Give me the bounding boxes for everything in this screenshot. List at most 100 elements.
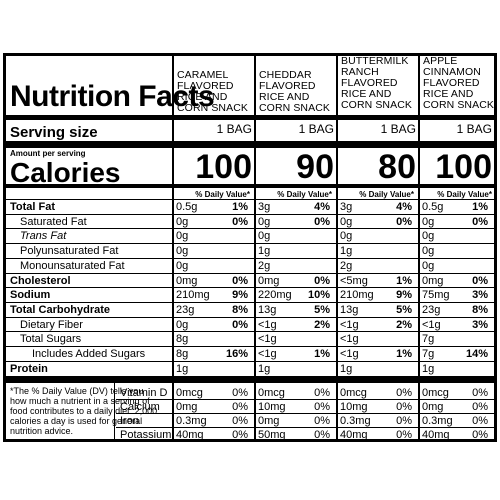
vitamin-percent: 0%	[396, 401, 412, 413]
nutrient-label: Sodium	[10, 289, 51, 302]
nutrient-percent: 10%	[307, 289, 330, 302]
calories-rule	[6, 184, 494, 188]
vitamin-percent: 0%	[314, 429, 330, 441]
vitamin-amount: 0.3mg	[176, 415, 207, 427]
column-divider-2	[254, 56, 256, 442]
dv-header-2: % Daily Value*	[277, 190, 332, 199]
vitamin-percent: 0%	[472, 387, 488, 399]
nutrient-amount: 0g	[176, 215, 189, 228]
nutrient-label: Includes Added Sugars	[32, 348, 146, 360]
nutrient-amount: 0g	[176, 259, 189, 272]
vitamin-amount: 10mg	[340, 401, 368, 413]
nutrient-amount: 0g	[176, 245, 189, 258]
serving-size-3: 1 BAG	[380, 122, 416, 136]
nutrient-percent: 0%	[314, 274, 330, 287]
vitamin-percent: 0%	[232, 415, 248, 427]
vitamin-amount: 0mcg	[422, 387, 449, 399]
nutrient-percent: 1%	[472, 201, 488, 213]
nutrient-amount: 220mg	[258, 289, 292, 302]
nutrient-amount: <1g	[340, 348, 359, 360]
vitamin-amount: 0.3mg	[422, 415, 453, 427]
vitamin-percent: 0%	[314, 387, 330, 399]
nutrient-amount: 0g	[422, 230, 435, 243]
nutrient-percent: 0%	[314, 215, 330, 228]
dv-header-1: % Daily Value*	[195, 190, 250, 199]
serving-size-2: 1 BAG	[298, 122, 334, 136]
vitamin-amount: 0mcg	[258, 387, 285, 399]
nutrient-percent: 9%	[396, 289, 412, 302]
nutrient-percent: 5%	[314, 303, 330, 316]
row-rule	[6, 346, 494, 347]
nutrient-amount: <1g	[340, 318, 359, 331]
nutrient-amount: <1g	[258, 333, 277, 346]
vitamin-percent: 0%	[396, 387, 412, 399]
vitamin-label: Potassium	[120, 429, 172, 441]
nutrient-amount: 0g	[176, 318, 189, 331]
nutrient-amount: 0g	[258, 230, 271, 243]
nutrient-amount: 1g	[422, 362, 435, 375]
row-rule	[6, 243, 494, 245]
nutrient-percent: 0%	[232, 215, 248, 228]
nutrient-percent: 2%	[314, 318, 330, 331]
nutrient-amount: <1g	[258, 348, 277, 360]
calories-value-3: 80	[378, 148, 416, 186]
nutrient-percent: 0%	[396, 215, 412, 228]
nutrient-amount: 1g	[340, 245, 353, 258]
nutrient-percent: 16%	[225, 348, 248, 360]
nutrient-amount: 1g	[176, 362, 189, 375]
vitamin-amount: 50mg	[258, 429, 286, 441]
vitamin-label: Iron	[120, 415, 139, 427]
nutrient-percent: 5%	[396, 303, 412, 316]
nutrient-amount: <1g	[258, 318, 277, 331]
nutrient-amount: <1g	[340, 333, 359, 346]
row-rule	[6, 257, 494, 259]
nutrient-percent: 3%	[472, 318, 488, 331]
dv-header-3: % Daily Value*	[359, 190, 414, 199]
serving-rule	[6, 141, 494, 148]
nutrition-facts-panel: Nutrition Facts CARAMEL FLAVORED RICE AN…	[3, 53, 497, 442]
nutrient-amount: 0mg	[258, 274, 280, 287]
nutrient-label: Cholesterol	[10, 274, 71, 287]
nutrient-label: Polyunsaturated Fat	[20, 245, 119, 258]
row-rule	[6, 316, 494, 318]
vitamin-percent: 0%	[472, 401, 488, 413]
nutrient-amount: 75mg	[422, 289, 450, 302]
nutrient-label: Total Sugars	[20, 333, 82, 346]
vitamin-amount: 0mcg	[176, 387, 203, 399]
nutrient-amount: 1g	[258, 362, 271, 375]
panel-title: Nutrition Facts	[10, 80, 215, 113]
vitamins-rule	[6, 376, 494, 383]
dv-header-4: % Daily Value*	[437, 190, 492, 199]
product-name-3: BUTTERMILK RANCH FLAVORED RICE AND CORN …	[341, 55, 413, 111]
vitamin-percent: 0%	[472, 415, 488, 427]
footnote-divider	[114, 383, 115, 442]
nutrient-label: Saturated Fat	[20, 215, 87, 228]
nutrient-label: Monounsaturated Fat	[20, 259, 125, 272]
nutrient-amount: 2g	[340, 259, 353, 272]
nutrient-amount: 0mg	[422, 274, 444, 287]
vitamin-rule	[116, 399, 494, 400]
nutrient-percent: 1%	[396, 274, 412, 287]
column-divider-3	[336, 56, 338, 442]
nutrient-amount: 8g	[176, 348, 189, 360]
row-rule	[6, 360, 494, 362]
nutrient-amount: 7g	[422, 333, 435, 346]
vitamin-amount: 40mg	[176, 429, 204, 441]
vitamin-percent: 0%	[314, 415, 330, 427]
nutrient-amount: 1g	[258, 245, 271, 258]
nutrient-amount: 210mg	[340, 289, 374, 302]
vitamin-amount: 0mg	[422, 401, 444, 413]
row-rule	[6, 213, 494, 215]
nutrient-percent: 4%	[396, 201, 412, 213]
vitamin-label: Calcium	[120, 401, 160, 413]
nutrient-percent: 9%	[232, 289, 248, 302]
calories-value-4: 100	[435, 148, 492, 186]
title-rule	[6, 115, 494, 120]
vitamin-amount: 0mcg	[340, 387, 367, 399]
row-rule	[6, 228, 494, 230]
nutrient-amount: 0g	[258, 215, 271, 228]
vitamin-label: Vitamin D	[120, 387, 168, 399]
nutrient-percent: 0%	[472, 215, 488, 228]
nutrient-percent: 3%	[472, 289, 488, 302]
nutrient-amount: 0.5g	[176, 201, 198, 213]
